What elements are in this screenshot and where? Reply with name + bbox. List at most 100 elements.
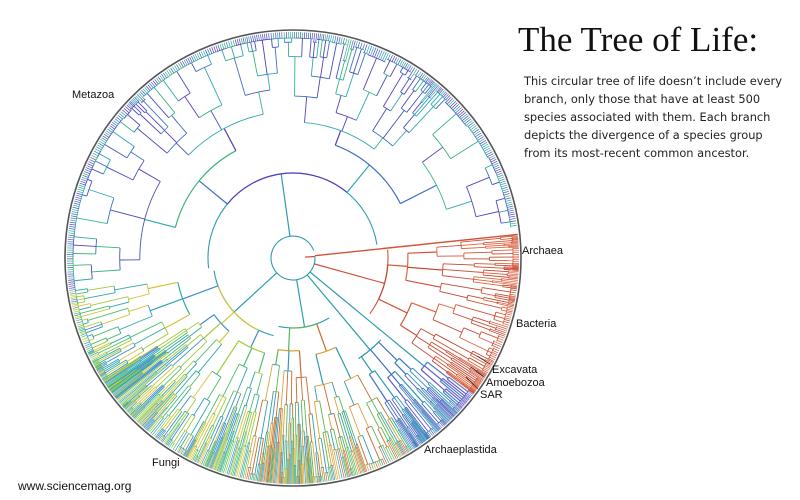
tree-branch xyxy=(376,414,391,439)
tree-branch xyxy=(151,351,168,365)
tree-branch xyxy=(204,394,220,423)
tree-branch xyxy=(252,40,257,43)
tree-branch xyxy=(489,322,508,330)
tree-branch xyxy=(397,429,401,432)
tree-branch xyxy=(335,43,345,79)
tree-branch xyxy=(210,437,223,469)
tree-branch xyxy=(113,286,116,293)
tree-branch xyxy=(410,68,418,80)
tree-branch xyxy=(305,376,311,415)
tree-branch xyxy=(443,97,447,101)
tree-branch xyxy=(395,443,403,457)
tree-branch xyxy=(434,407,449,423)
tree-branch xyxy=(249,436,257,468)
tree-branch xyxy=(103,358,141,383)
tree-branch xyxy=(100,361,106,365)
tree-branch xyxy=(394,362,407,375)
tree-branch xyxy=(221,406,235,438)
tree-branch xyxy=(378,50,383,60)
tree-branch xyxy=(370,463,374,470)
tree-branch xyxy=(87,285,115,291)
clade-label-archaea: Archaea xyxy=(522,245,564,257)
tree-branch xyxy=(392,61,401,67)
tree-branch xyxy=(264,33,266,40)
tree-branch xyxy=(86,180,93,197)
tree-branch xyxy=(474,381,481,386)
tree-branch xyxy=(117,359,168,401)
tree-branch xyxy=(174,431,188,452)
tree-branch xyxy=(93,156,98,166)
tree-branch xyxy=(108,379,122,389)
tree-branch xyxy=(134,96,139,102)
tree-branch xyxy=(314,476,316,483)
tree-branch xyxy=(217,285,260,331)
tree-branch xyxy=(328,467,331,481)
tree-branch xyxy=(442,275,474,280)
clade-label-sar: SAR xyxy=(480,389,503,401)
tree-branch xyxy=(246,42,250,53)
tree-branch xyxy=(250,42,253,52)
tree-branch xyxy=(226,438,229,441)
tree-branch xyxy=(406,406,425,431)
tree-branch xyxy=(388,437,392,440)
tree-branch xyxy=(491,160,498,165)
tree-branch xyxy=(506,310,513,313)
tree-branch xyxy=(147,281,179,290)
tree-branch xyxy=(495,197,505,202)
tree-branch xyxy=(205,441,217,467)
tree-branch xyxy=(498,176,505,180)
tree-branch xyxy=(431,341,447,352)
tree-branch xyxy=(254,474,256,481)
tree-branch xyxy=(147,84,152,90)
tree-branch xyxy=(153,360,155,362)
tree-branch xyxy=(194,421,206,441)
tree-branch xyxy=(427,341,432,348)
tree-branch xyxy=(174,150,237,228)
tree-branch xyxy=(266,456,271,483)
tree-branch xyxy=(91,352,107,362)
tree-branch xyxy=(202,50,207,57)
tree-branch xyxy=(463,327,481,335)
tree-branch xyxy=(324,34,327,41)
tree-branch xyxy=(320,57,325,78)
tree-branch xyxy=(145,111,165,131)
tree-branch xyxy=(90,264,93,279)
tree-branch xyxy=(93,360,99,365)
tree-branch xyxy=(226,172,348,205)
tree-branch xyxy=(489,330,506,337)
tree-branch xyxy=(485,246,509,249)
tree-branch xyxy=(345,38,348,45)
tree-branch xyxy=(412,442,417,448)
tree-branch xyxy=(242,450,250,479)
tree-branch xyxy=(86,346,93,350)
tree-branch xyxy=(212,397,227,426)
tree-branch xyxy=(97,144,103,149)
tree-branch xyxy=(356,444,367,473)
tree-branch xyxy=(120,111,127,117)
tree-branch xyxy=(213,396,224,414)
tree-branch xyxy=(139,354,155,366)
tree-branch xyxy=(166,358,169,361)
tree-branch xyxy=(480,141,488,147)
tree-branch xyxy=(287,327,291,351)
tree-branch xyxy=(130,106,134,110)
tree-branch xyxy=(338,396,345,412)
tree-branch xyxy=(223,128,237,151)
tree-branch xyxy=(461,396,465,399)
tree-branch xyxy=(488,358,495,362)
tree-branch xyxy=(354,46,360,49)
tree-branch xyxy=(222,364,240,397)
tree-branch xyxy=(124,395,140,410)
tree-branch xyxy=(97,347,121,361)
tree-branch xyxy=(212,424,231,470)
tree-branch xyxy=(380,412,398,442)
tree-branch xyxy=(167,433,171,436)
tree-branch xyxy=(357,53,366,75)
tree-branch xyxy=(68,279,75,281)
tree-branch xyxy=(329,445,337,480)
tree-branch xyxy=(446,98,454,105)
tree-branch xyxy=(354,447,364,473)
tree-branch xyxy=(495,168,501,172)
tree-branch xyxy=(332,35,335,43)
tree-branch xyxy=(93,362,100,366)
